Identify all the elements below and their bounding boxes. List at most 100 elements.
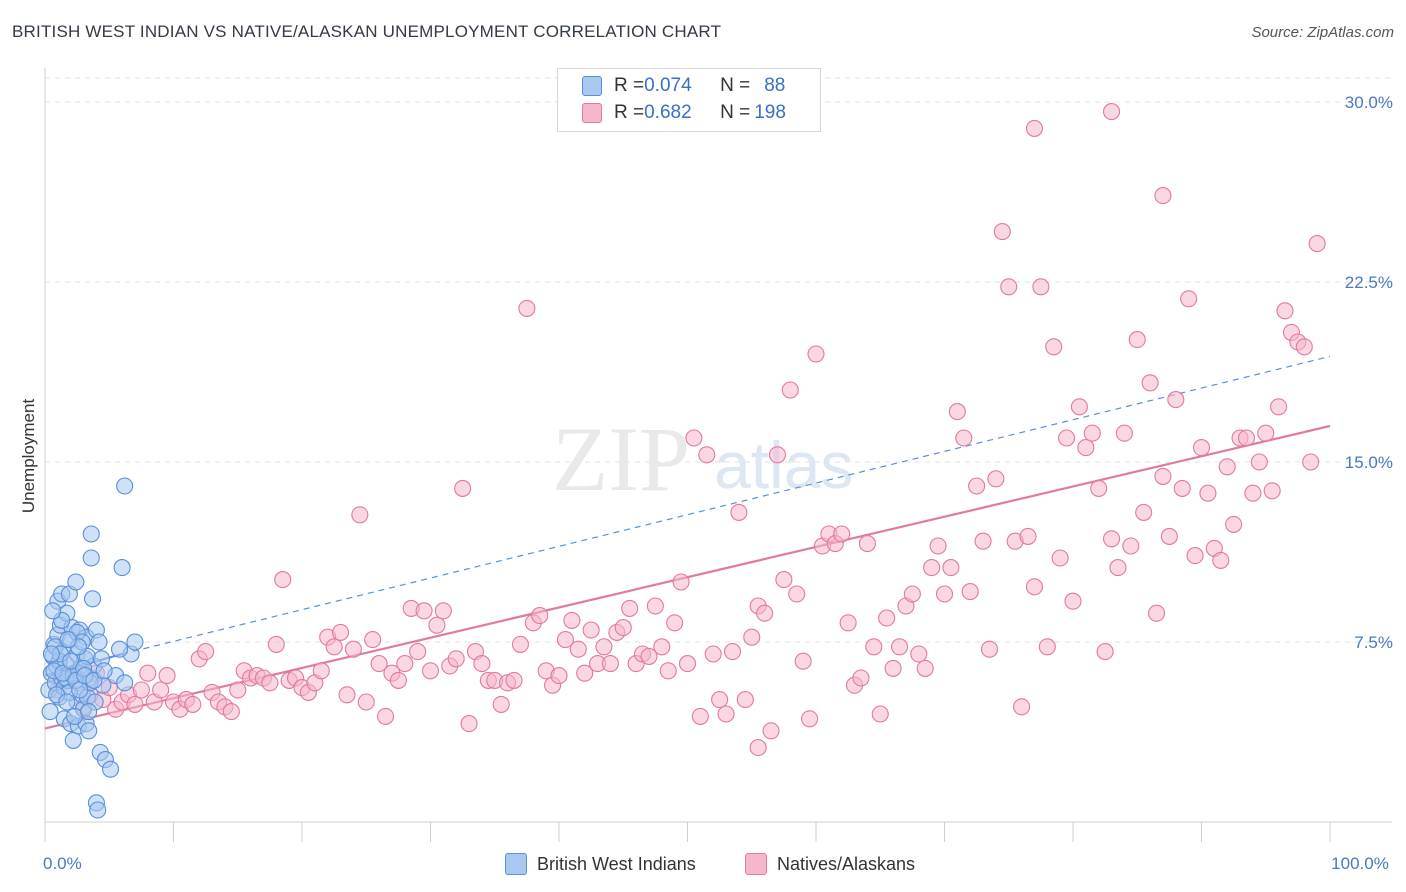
chart-title: BRITISH WEST INDIAN VS NATIVE/ALASKAN UN… [12, 22, 722, 41]
data-point [601, 655, 619, 673]
data-point [1154, 187, 1172, 205]
axis-labels: 7.5% 15.0% 22.5% 30.0% 0.0% 100.0% [43, 93, 1393, 873]
data-point [460, 715, 478, 733]
data-point [184, 695, 202, 713]
data-point [768, 446, 787, 464]
legend-r-label: R = [614, 102, 645, 123]
data-point [865, 638, 883, 656]
data-point [505, 671, 523, 689]
data-point [1308, 235, 1326, 253]
data-point [434, 602, 452, 620]
data-point [1186, 547, 1204, 565]
data-point [858, 535, 876, 553]
data-point [698, 446, 716, 464]
data-point [376, 707, 395, 725]
data-point [685, 429, 703, 447]
data-point [1128, 331, 1146, 349]
data-point [916, 659, 934, 677]
data-point [576, 664, 594, 682]
data-point [1103, 530, 1121, 548]
data-point [1077, 439, 1095, 457]
data-point [518, 299, 536, 317]
data-point [749, 739, 767, 757]
data-point [929, 537, 947, 555]
data-point [473, 655, 491, 673]
data-point [338, 686, 356, 704]
bottom-legend-natives-alaskans[interactable]: Natives/Alaskans [745, 852, 915, 876]
data-point [421, 662, 440, 680]
data-point [531, 607, 549, 625]
data-point [1192, 439, 1211, 457]
data-point [331, 623, 350, 641]
data-point [563, 611, 581, 629]
data-point [852, 669, 870, 687]
data-point [126, 633, 144, 651]
data-point [691, 707, 709, 725]
data-point [794, 652, 812, 670]
data-point [1109, 559, 1127, 577]
data-point [1257, 424, 1275, 442]
legend-r-label: R = [614, 75, 645, 96]
data-point [197, 643, 215, 661]
data-point [955, 429, 973, 447]
data-point [987, 470, 1005, 488]
data-point [582, 621, 600, 639]
data-point [1154, 467, 1172, 485]
data-point [59, 631, 77, 649]
data-point [839, 614, 857, 632]
trend-line-extension [121, 355, 1331, 655]
data-point [1135, 503, 1153, 521]
data-point [1000, 278, 1018, 296]
data-point [82, 549, 100, 567]
data-point [1225, 515, 1243, 533]
y-axis-title: Unemployment [19, 399, 38, 514]
correlation-legend: R = 0.074 N = 88 R = 0.682 N = 198 [557, 68, 821, 132]
data-point [1115, 424, 1133, 442]
data-point [58, 693, 76, 711]
data-point [1160, 527, 1178, 545]
data-point [1051, 549, 1069, 567]
data-point [1058, 429, 1076, 447]
legend-n-value: 198 [754, 102, 786, 123]
data-point [1083, 424, 1101, 442]
data-point [67, 573, 85, 591]
legend-row-british-west-indians: R = 0.074 N = 88 [582, 73, 785, 99]
legend-swatch-blue [505, 853, 527, 875]
legend-n-label: N = [720, 75, 751, 96]
data-point [1263, 482, 1281, 500]
data-point [344, 640, 362, 658]
bottom-legend-british-west-indians[interactable]: British West Indians [505, 852, 696, 876]
data-point [993, 223, 1011, 241]
data-point [935, 585, 954, 603]
legend-swatch-pink [745, 853, 767, 875]
data-point [942, 559, 960, 577]
data-point [614, 619, 632, 637]
bottom-legend-label: Natives/Alaskans [777, 853, 916, 874]
data-point [762, 722, 780, 740]
data-point [364, 631, 382, 649]
source-label: Source: ZipAtlas.com [1251, 24, 1394, 41]
data-point [409, 643, 427, 661]
data-point [890, 638, 909, 656]
data-point [44, 602, 62, 620]
data-point [62, 652, 80, 670]
data-point [640, 647, 658, 665]
data-point [1270, 398, 1288, 416]
data-point [1013, 698, 1031, 716]
data-point [550, 667, 568, 685]
data-point [71, 681, 89, 699]
data-point [1141, 374, 1159, 392]
data-point [871, 705, 889, 723]
data-point [312, 662, 330, 680]
data-point [1218, 458, 1236, 476]
data-point [126, 695, 144, 713]
data-point [1295, 338, 1313, 356]
data-point [974, 532, 992, 550]
data-point [801, 710, 819, 728]
data-point [903, 585, 921, 603]
data-point [428, 616, 446, 634]
data-point [1038, 638, 1056, 656]
data-point [1244, 484, 1262, 502]
legend-n-label: N = [720, 102, 751, 123]
data-point [923, 559, 941, 577]
